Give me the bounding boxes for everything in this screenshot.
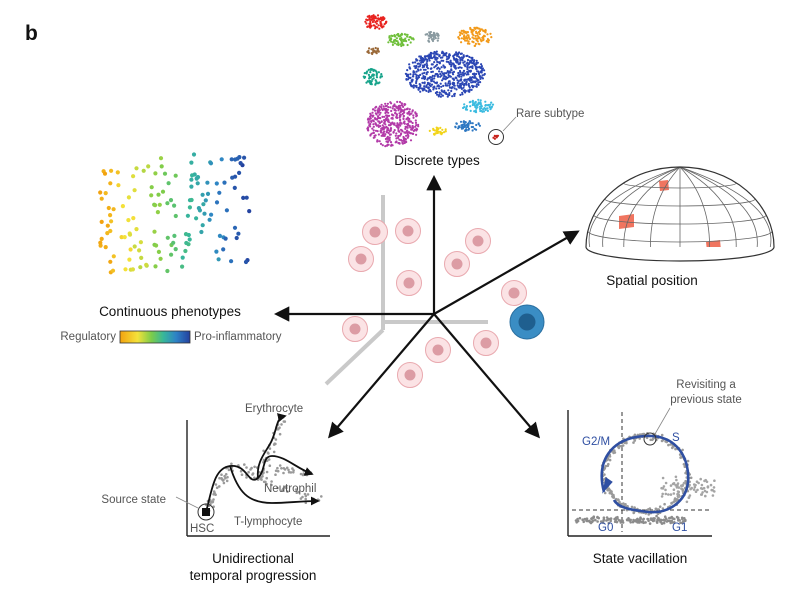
phenotype-points [98,152,252,275]
panel-letter: b [25,22,38,45]
spatial-caption: Spatial position [606,273,698,288]
source-state-square [202,508,210,516]
discrete-caption: Discrete types [394,153,480,168]
hub-cell [473,330,499,356]
phase-label-g2m: G2/M [582,436,610,448]
cell-cluster [362,68,384,86]
cell-cluster [424,30,440,43]
continuous-caption: Continuous phenotypes [99,304,241,319]
discrete-types-panel: Rare subtype Discrete types [362,14,584,168]
cell-cluster [366,46,380,56]
phase-label-g1: G1 [672,522,687,534]
cell-cluster [457,26,493,48]
revisit-line1: Revisiting a [676,379,736,391]
temporal-axes [186,420,330,537]
hub-cells [342,218,527,388]
center-hub [324,195,545,388]
source-state-circle [197,503,215,521]
rare-subtype-label: Rare subtype [516,108,584,120]
vacillation-caption: State vacillation [593,551,688,566]
cell-cluster [366,100,420,148]
hub-cell [395,218,421,244]
scale-left-label: Regulatory [60,331,116,343]
hub-cell [342,316,368,342]
branch-label-erythrocyte: Erythrocyte [245,403,303,415]
temporal-panel: Source state HSC Erythrocyte Neutrophil … [101,403,330,583]
cell-cluster [492,134,500,140]
dome-grid [587,167,773,247]
main-arrows [273,174,580,439]
arrow-to-vacillation [433,313,540,439]
scale-right-label: Pro-inflammatory [194,331,282,343]
phase-label-s: S [672,432,680,444]
arrow-to-temporal [328,313,435,439]
source-state-label: Source state [101,494,166,506]
cell-cluster [364,14,388,30]
vacillation-panel: Revisiting a previous state G2/M S G0 G1… [567,379,742,566]
spatial-tile-left [619,214,634,229]
discrete-clusters [362,14,500,148]
hub-cell [444,251,470,277]
phenotype-gradient-bar [119,330,191,344]
phase-label-g0: G0 [598,522,613,534]
arrow-to-spatial [433,230,580,315]
branch-label-neutrophil: Neutrophil [264,483,316,495]
cell-cluster [428,126,447,136]
branch-label-t-lymphocyte: T-lymphocyte [234,516,302,528]
spatial-position-panel: Spatial position [585,166,775,288]
cell-cluster [404,50,486,98]
vacillation-gates [572,412,712,532]
cell-cluster [387,32,415,48]
hub-cell [348,246,374,272]
cell-cycle-loop [600,434,690,514]
rare-subtype-circle [488,129,504,145]
temporal-caption-line1: Unidirectional [212,551,294,566]
revisit-line2: previous state [670,394,742,406]
temporal-caption-line2: temporal progression [190,568,317,583]
cell-cluster [462,98,495,114]
hub-cell [501,280,527,306]
hub-cell [396,270,422,296]
vacillation-axes [567,410,712,537]
highlighted-cell [509,304,545,340]
hub-cell [397,362,423,388]
trajectory-curves [205,413,320,513]
hub-axes [324,195,488,386]
continuous-phenotypes-panel: Continuous phenotypes Regulatory Pro-inf… [60,152,282,344]
hsc-label: HSC [190,523,214,535]
cell-cluster [454,120,481,132]
hub-cell [425,337,451,363]
hub-cell [465,228,491,254]
hub-cell [362,219,388,245]
revisit-circle [643,432,657,446]
